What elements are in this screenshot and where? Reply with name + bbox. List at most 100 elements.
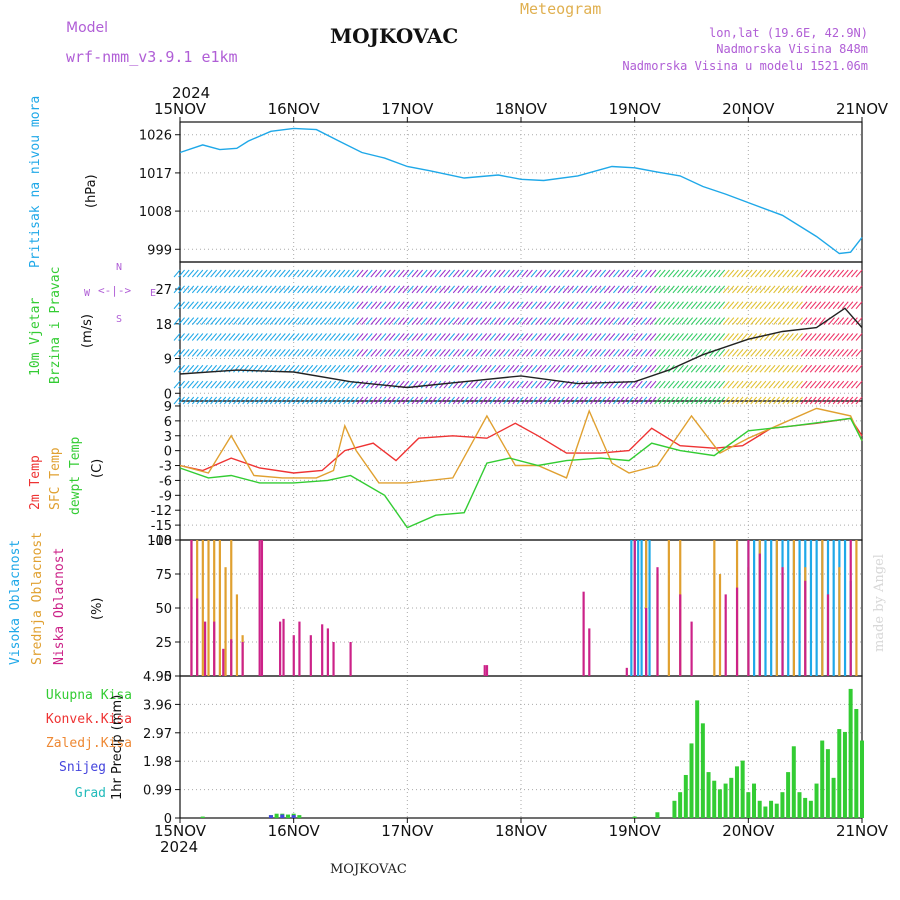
wind-barb <box>379 364 387 373</box>
legend-ukupna: Ukupna Kisa <box>45 688 132 703</box>
wind-barb <box>448 317 456 325</box>
wind-barb <box>677 333 684 341</box>
wind-barb <box>173 285 181 294</box>
wind-barb <box>539 285 547 294</box>
wind-barb <box>608 396 616 405</box>
wind-barb <box>841 349 849 357</box>
wind-barb <box>498 285 506 294</box>
legend-konvek: Konvek.Kisa <box>45 712 132 727</box>
wind-barb <box>484 349 492 357</box>
wind-barb <box>512 269 520 278</box>
meteogram-label: Meteogram <box>520 0 602 18</box>
wind-barb <box>457 333 465 341</box>
wind-barb <box>832 285 840 294</box>
wind-barb <box>233 364 240 373</box>
wind-barb <box>233 269 240 278</box>
wind-barb <box>466 317 474 325</box>
wind-barb <box>292 269 300 278</box>
wind-barb <box>301 396 309 405</box>
wind-barb <box>690 301 698 310</box>
wind-barb <box>654 396 661 405</box>
wind-barb <box>759 285 767 294</box>
cloud-bar <box>485 665 489 676</box>
wind-barb <box>796 380 803 389</box>
wind-barb <box>471 396 478 405</box>
wind-barb <box>507 380 515 389</box>
y-tick-label: 1.98 <box>143 755 172 770</box>
y-tick-label: 9 <box>164 353 172 368</box>
wind-barb <box>571 364 579 373</box>
wind-barb <box>796 269 803 278</box>
wind-barb <box>498 364 506 373</box>
wind-barb <box>260 317 268 325</box>
wind-barb <box>786 396 794 405</box>
wind-barb <box>695 269 703 278</box>
wind-barb <box>420 396 428 405</box>
wind-barb <box>777 380 785 389</box>
wind-barb <box>365 380 373 389</box>
wind-barb <box>736 396 744 405</box>
cloud-bar <box>648 540 651 676</box>
wind-barb <box>658 333 666 341</box>
wind-barb <box>535 285 542 294</box>
wind-barb <box>617 269 625 278</box>
wind-barb <box>782 333 790 341</box>
wind-barb <box>800 285 808 294</box>
wind-barb <box>448 396 456 405</box>
wind-barb <box>663 285 671 294</box>
wind-barb <box>411 317 419 325</box>
wind-barb <box>196 269 204 278</box>
wind-barb <box>626 269 634 278</box>
wind-barb <box>777 317 785 325</box>
wind-barb <box>191 364 199 373</box>
wind-barb <box>645 380 652 389</box>
wind-barb <box>173 269 181 278</box>
wind-barb <box>526 333 533 341</box>
wind-barb <box>681 380 689 389</box>
wind-barb <box>342 285 350 294</box>
wind-barb <box>205 333 213 341</box>
wind-barb <box>402 364 410 373</box>
wind-barb <box>745 364 753 373</box>
wind-barb <box>411 349 419 357</box>
wind-barb <box>233 317 240 325</box>
wind-barb <box>622 285 629 294</box>
wind-barb <box>727 317 735 325</box>
wind-barb <box>828 364 835 373</box>
lonlat-label: lon,lat (19.6E, 42.9N) <box>709 26 868 40</box>
wind-barb <box>278 380 286 389</box>
wind-barb <box>201 364 208 373</box>
wind-barb <box>365 333 373 341</box>
wind-barb <box>622 301 629 310</box>
wind-barb <box>667 349 675 357</box>
wind-barb <box>672 285 680 294</box>
wind-barb <box>379 269 387 278</box>
wind-barb <box>599 317 607 325</box>
wind-barb <box>274 380 282 389</box>
cloud-bar <box>826 594 830 676</box>
wind-barb <box>480 396 488 405</box>
wind-barb <box>764 317 771 325</box>
wind-barb <box>613 317 620 325</box>
wind-barb <box>274 285 282 294</box>
wind-barb <box>553 317 561 325</box>
wind-barb <box>846 333 854 341</box>
wind-barb <box>411 333 419 341</box>
wind-barb <box>320 269 327 278</box>
wind-barb <box>773 364 780 373</box>
wind-barb <box>535 301 542 310</box>
wind-barb <box>809 301 817 310</box>
wind-barb <box>654 364 661 373</box>
wind-barb <box>439 349 446 357</box>
wind-barb <box>777 349 785 357</box>
wind-barb <box>443 285 451 294</box>
wind-barb <box>672 333 680 341</box>
wind-barb <box>187 285 195 294</box>
wind-barb <box>434 285 442 294</box>
date-label-top: 18NOV <box>495 100 548 118</box>
wind-barb <box>709 317 716 325</box>
wind-barb <box>631 396 639 405</box>
wind-barb <box>658 396 666 405</box>
wind-barb <box>384 269 391 278</box>
wind-barb <box>233 285 240 294</box>
